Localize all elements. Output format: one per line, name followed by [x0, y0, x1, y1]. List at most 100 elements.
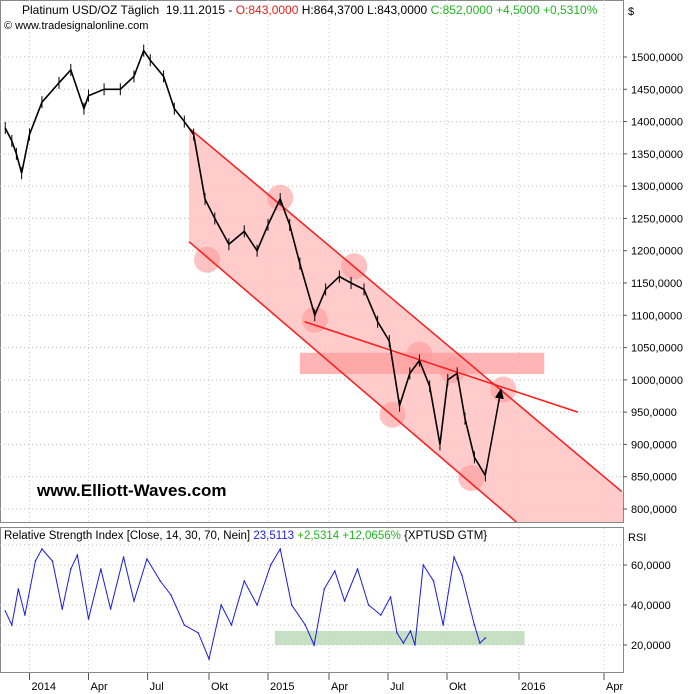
rsi-point: [432, 580, 435, 582]
highlight-circle: [490, 376, 517, 403]
high-value: H:864,3700: [301, 3, 364, 17]
rsi-point: [290, 604, 293, 606]
rsi-point: [422, 564, 425, 566]
rsi-tick-label: 20,0000: [631, 640, 671, 652]
forecast-arrow: [484, 388, 504, 475]
rsi-point: [122, 556, 125, 558]
price-tick-label: 1150,0000: [631, 278, 682, 290]
rsi-point: [442, 624, 444, 626]
rsi-point: [159, 580, 162, 582]
rsi-pane-frame: [0, 527, 624, 673]
rsi-point: [4, 610, 7, 612]
price-tick-label: 850,0000: [631, 472, 677, 484]
rsi-point: [313, 644, 315, 646]
rsi-tick-label: 60,0000: [631, 560, 671, 572]
low-value: L:843,0000: [367, 3, 428, 17]
rsi-point: [100, 568, 102, 570]
rsi-change: +2,5314 +12,0656%: [297, 530, 401, 542]
price-tick-label: 1050,0000: [631, 343, 683, 355]
time-tick-label: Apr: [331, 681, 348, 693]
watermark: www.Elliott-Waves.com: [37, 481, 227, 500]
channel-lower-line: [188, 241, 517, 522]
price-unit-label: $: [628, 6, 634, 18]
price-tick-label: 1350,0000: [631, 149, 683, 161]
header-separator: -: [228, 3, 233, 17]
rsi-point: [414, 644, 416, 646]
annotation-layer: [4, 44, 623, 522]
open-value: O:843,0000: [235, 3, 299, 17]
time-tick-label: 2014: [32, 681, 56, 693]
rsi-point: [146, 558, 148, 560]
rsi-point: [170, 594, 172, 596]
rsi-point: [230, 624, 233, 626]
rsi-point: [133, 600, 135, 602]
price-tick-label: 1450,0000: [631, 84, 683, 96]
header-date: 19.11.2015: [165, 3, 225, 17]
rsi-point: [402, 642, 405, 644]
rsi-tick-label: 40,0000: [631, 600, 671, 612]
close-change-value: C:852,0000 +4,5000 +0,5310%: [430, 3, 598, 17]
price-tick-label: 800,0000: [631, 504, 677, 516]
rsi-point: [17, 588, 20, 590]
rsi-point: [453, 556, 455, 558]
chart-header: Platinum USD/OZ Täglich 19.11.2015 - O:8…: [22, 3, 597, 17]
rsi-point: [479, 642, 481, 644]
channel-upper-line: [188, 127, 623, 493]
rsi-point: [461, 574, 463, 576]
rsi-point: [61, 608, 64, 610]
trendline: [304, 321, 579, 413]
time-tick-label: Jul: [390, 681, 404, 693]
instrument-title: Platinum USD/OZ Täglich: [22, 3, 160, 17]
time-tick-label: 2015: [270, 681, 294, 693]
price-tick-label: 1000,0000: [631, 375, 683, 387]
rsi-label: Relative Strength Index [Close, 14, 30, …: [4, 530, 251, 542]
rsi-point: [380, 614, 382, 616]
price-tick-label: 1300,0000: [631, 181, 683, 193]
rsi-point: [76, 554, 79, 556]
rsi-point: [183, 624, 186, 626]
price-tick-label: 1200,0000: [631, 246, 683, 258]
price-tick-label: 1400,0000: [631, 117, 683, 129]
rsi-point: [256, 604, 258, 606]
rsi-unit-label: RSI: [628, 532, 646, 544]
copyright: © www.tradesignalonline.com: [4, 20, 149, 32]
time-tick-label: 2016: [521, 681, 545, 693]
rsi-point: [243, 580, 246, 582]
price-tick-label: 950,0000: [631, 407, 677, 419]
rsi-point: [11, 624, 13, 626]
time-tick-label: Apr: [91, 681, 108, 693]
rsi-point: [279, 548, 282, 550]
price-tick-label: 1250,0000: [631, 213, 683, 225]
price-tick-label: 1100,0000: [631, 310, 682, 322]
rsi-point: [473, 624, 476, 626]
rsi-point: [208, 658, 210, 660]
rsi-value: 23,5113: [253, 530, 295, 542]
rsi-point: [334, 570, 336, 572]
rsi-point: [304, 624, 307, 626]
rsi-point: [269, 564, 272, 566]
price-tick-label: 900,0000: [631, 439, 677, 451]
rsi-point: [24, 614, 26, 616]
rsi-point: [34, 560, 37, 562]
rsi-point: [51, 560, 54, 562]
channel-fill: [188, 128, 623, 522]
rsi-instrument: {XPTUSD GTM}: [404, 530, 488, 542]
rsi-point: [87, 618, 90, 620]
rsi-point: [396, 632, 398, 634]
rsi-point: [197, 632, 200, 634]
time-tick-label: Apr: [606, 681, 623, 693]
rsi-point: [70, 568, 72, 570]
rsi-point: [409, 630, 412, 632]
rsi-point: [343, 600, 346, 602]
rsi-point: [356, 568, 359, 570]
rsi-point: [220, 604, 222, 606]
time-tick-label: Okt: [449, 681, 466, 693]
rsi-point: [484, 637, 487, 639]
rsi-point: [389, 596, 392, 598]
rsi-header: Relative Strength Index [Close, 14, 30, …: [4, 530, 487, 542]
rsi-point: [367, 604, 370, 606]
price-tick-label: 1500,0000: [631, 52, 683, 64]
time-tick-label: Okt: [211, 681, 228, 693]
